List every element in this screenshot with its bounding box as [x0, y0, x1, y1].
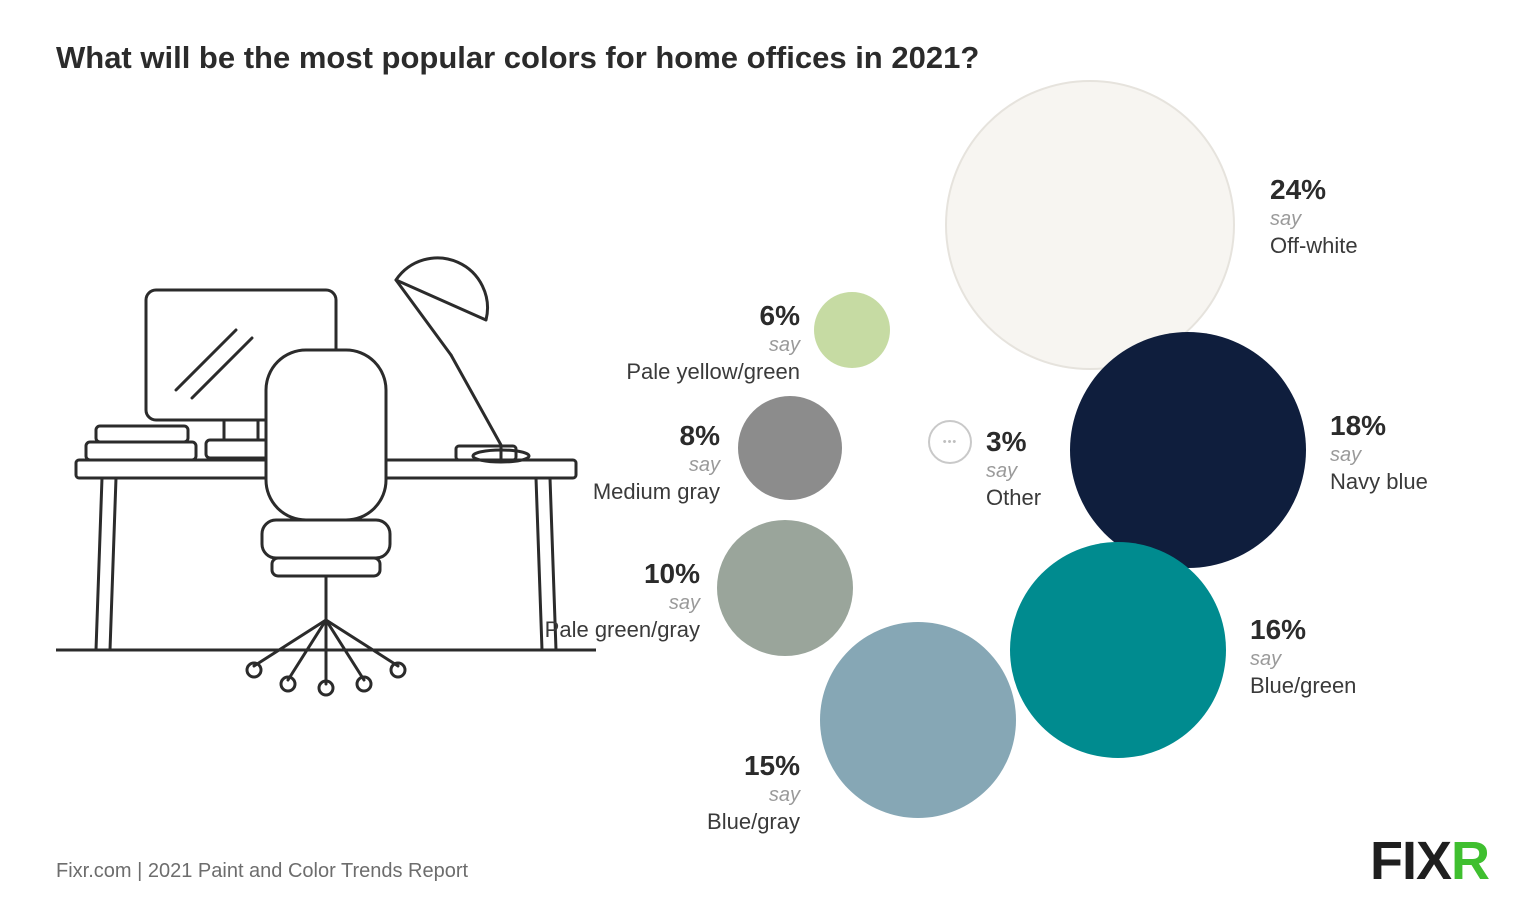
label-name: Blue/green — [1250, 672, 1356, 700]
logo-text-dark: FIX — [1370, 831, 1451, 891]
label-say: say — [1250, 647, 1356, 672]
label-pct: 6% — [626, 298, 800, 333]
label-name: Medium gray — [593, 478, 720, 506]
label-name: Pale green/gray — [545, 616, 700, 644]
label-navy: 18%sayNavy blue — [1330, 408, 1428, 496]
label-say: say — [626, 333, 800, 358]
bubble-bluegreen — [1010, 542, 1226, 758]
bubble-offwhite — [945, 80, 1235, 370]
label-say: say — [1270, 207, 1358, 232]
label-pct: 18% — [1330, 408, 1428, 443]
footer-source: Fixr.com | 2021 Paint and Color Trends R… — [56, 860, 468, 883]
label-palegreen: 10%sayPale green/gray — [545, 556, 700, 644]
desk-illustration — [56, 220, 596, 700]
bubble-paleyellow — [814, 292, 890, 368]
label-name: Blue/gray — [707, 808, 800, 836]
label-medgray: 8%sayMedium gray — [593, 418, 720, 506]
brand-logo: FIXR — [1370, 830, 1489, 892]
label-name: Off-white — [1270, 232, 1358, 260]
label-pct: 15% — [707, 748, 800, 783]
ellipsis-icon: ••• — [943, 436, 958, 448]
infographic-canvas: What will be the most popular colors for… — [0, 0, 1540, 900]
bubble-other: ••• — [928, 420, 972, 464]
bubble-palegreen — [717, 520, 853, 656]
label-bluegray: 15%sayBlue/gray — [707, 748, 800, 836]
label-say: say — [1330, 443, 1428, 468]
label-say: say — [986, 459, 1041, 484]
bubble-medgray — [738, 396, 842, 500]
label-name: Navy blue — [1330, 468, 1428, 496]
label-say: say — [593, 453, 720, 478]
label-pct: 24% — [1270, 172, 1358, 207]
logo-text-accent: R — [1451, 831, 1489, 891]
label-paleyellow: 6%sayPale yellow/green — [626, 298, 800, 386]
page-title: What will be the most popular colors for… — [56, 40, 979, 76]
label-name: Other — [986, 484, 1041, 512]
label-other: 3%sayOther — [986, 424, 1041, 512]
label-name: Pale yellow/green — [626, 358, 800, 386]
label-say: say — [707, 783, 800, 808]
label-pct: 16% — [1250, 612, 1356, 647]
bubble-navy — [1070, 332, 1306, 568]
label-pct: 3% — [986, 424, 1041, 459]
label-pct: 8% — [593, 418, 720, 453]
label-bluegreen: 16%sayBlue/green — [1250, 612, 1356, 700]
label-pct: 10% — [545, 556, 700, 591]
label-say: say — [545, 591, 700, 616]
label-offwhite: 24%sayOff-white — [1270, 172, 1358, 260]
bubble-bluegray — [820, 622, 1016, 818]
